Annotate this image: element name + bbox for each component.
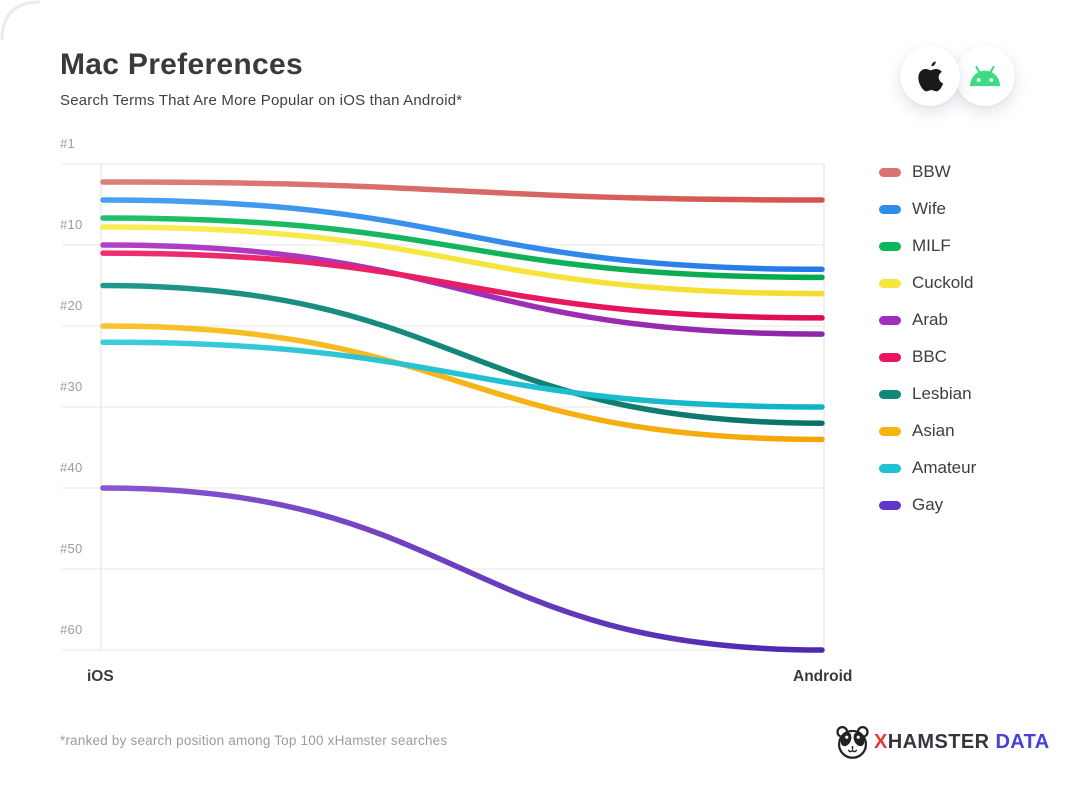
- legend-label: BBW: [912, 162, 951, 181]
- series-line-amateur[interactable]: [100, 339, 825, 410]
- legend-swatch: [879, 389, 901, 399]
- android-icon: [970, 65, 1000, 87]
- page-subtitle: Search Terms That Are More Popular on iO…: [60, 92, 463, 109]
- y-tick-label-40: #40: [60, 460, 83, 475]
- brand-wordmark: XHAMSTER DATA: [871, 731, 1050, 754]
- legend-label: Lesbian: [912, 384, 972, 403]
- legend-label: BBC: [912, 347, 947, 366]
- legend-item-bbw[interactable]: BBW: [879, 160, 976, 184]
- legend-item-cuckold[interactable]: Cuckold: [879, 271, 976, 295]
- brand-logo: XHAMSTER DATA: [834, 723, 1050, 761]
- series-line-wife[interactable]: [100, 197, 825, 273]
- legend-swatch: [879, 241, 901, 251]
- y-tick-label-50: #50: [60, 541, 83, 556]
- legend-label: Cuckold: [912, 273, 974, 292]
- legend-label: Wife: [912, 199, 946, 218]
- series-line-asian[interactable]: [100, 323, 825, 443]
- legend-swatch: [879, 167, 901, 177]
- page-title: Mac Preferences: [60, 48, 303, 81]
- legend-swatch: [879, 463, 901, 473]
- legend-label: Asian: [912, 421, 955, 440]
- y-tick-label-30: #30: [60, 379, 83, 394]
- hamster-icon: [836, 725, 869, 759]
- series-line-lesbian[interactable]: [100, 282, 825, 426]
- legend-label: Arab: [912, 310, 948, 329]
- series-line-arab[interactable]: [100, 242, 825, 337]
- x-axis-label-android: Android: [793, 668, 853, 685]
- series-line-bbc[interactable]: [100, 250, 825, 321]
- apple-icon: [917, 60, 943, 91]
- legend-label: Amateur: [912, 458, 977, 477]
- legend-swatch: [879, 500, 901, 510]
- legend-item-gay[interactable]: Gay: [879, 493, 976, 517]
- legend-label: MILF: [912, 236, 951, 255]
- legend-swatch: [879, 315, 901, 325]
- logo-x: X: [874, 730, 888, 753]
- footnote: *ranked by search position among Top 100…: [60, 733, 448, 748]
- y-tick-label-1: #1: [60, 136, 76, 151]
- legend: BBW Wife MILF Cuckold Arab BBC Lesbian Asian Ama…: [879, 160, 976, 530]
- legend-label: Gay: [912, 495, 944, 514]
- logo-hamster: HAMSTER: [887, 730, 990, 753]
- y-tick-label-60: #60: [60, 622, 83, 637]
- corner-decoration: [0, 0, 41, 41]
- x-axis-label-ios: iOS: [87, 668, 114, 685]
- legend-swatch: [879, 204, 901, 214]
- legend-item-bbc[interactable]: BBC: [879, 345, 976, 369]
- legend-item-amateur[interactable]: Amateur: [879, 456, 976, 480]
- series-line-bbw[interactable]: [100, 179, 825, 203]
- series-line-milf[interactable]: [100, 215, 825, 281]
- legend-swatch: [879, 278, 901, 288]
- legend-swatch: [879, 352, 901, 362]
- y-tick-label-20: #20: [60, 298, 83, 313]
- legend-item-asian[interactable]: Asian: [879, 419, 976, 443]
- logo-data: DATA: [995, 730, 1050, 753]
- legend-item-lesbian[interactable]: Lesbian: [879, 382, 976, 406]
- legend-item-wife[interactable]: Wife: [879, 197, 976, 221]
- legend-swatch: [879, 426, 901, 436]
- y-tick-label-10: #10: [60, 217, 83, 232]
- android-badge: [955, 46, 1015, 106]
- apple-badge: [900, 46, 960, 106]
- legend-item-milf[interactable]: MILF: [879, 234, 976, 258]
- series-line-cuckold[interactable]: [100, 224, 825, 297]
- series-line-gay[interactable]: [100, 485, 825, 653]
- legend-item-arab[interactable]: Arab: [879, 308, 976, 332]
